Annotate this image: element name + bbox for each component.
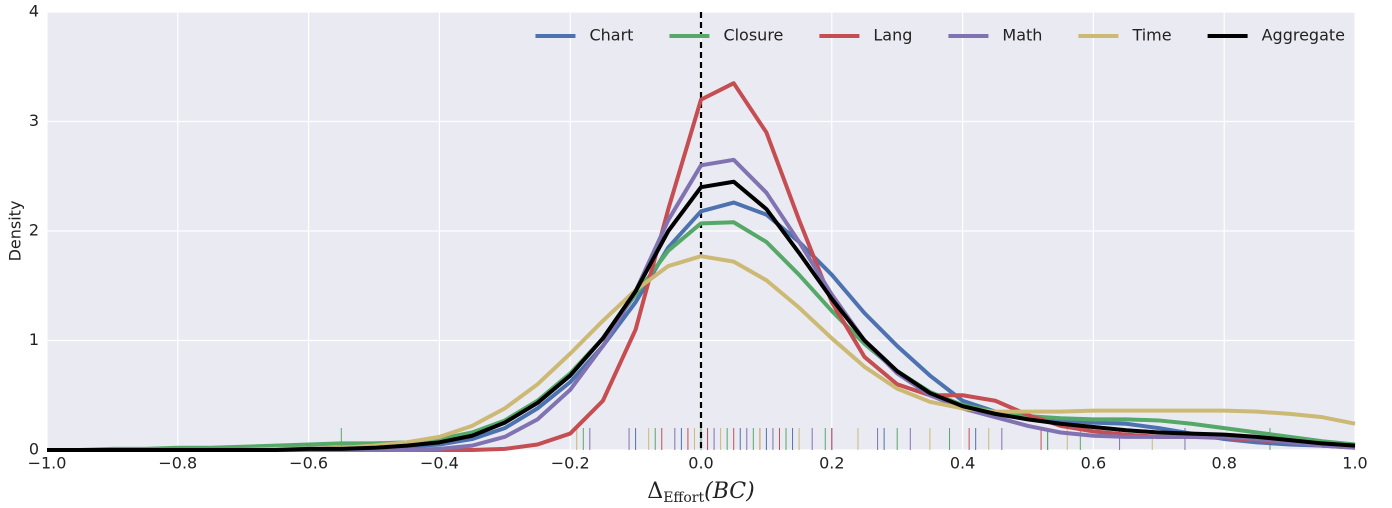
legend-label: Time bbox=[1131, 26, 1171, 45]
series-line bbox=[47, 179, 1356, 452]
grid bbox=[46, 11, 1356, 451]
x-tick-label: 0.8 bbox=[1211, 454, 1236, 473]
x-tick-label: −0.2 bbox=[551, 454, 590, 473]
legend: Chart Closure Lang Math Time Aggregate bbox=[535, 26, 1345, 45]
plot bbox=[47, 12, 1356, 452]
x-tick-label: −0.8 bbox=[158, 454, 197, 473]
legend-label: Lang bbox=[873, 26, 912, 45]
legend-label: Chart bbox=[589, 26, 633, 45]
y-tick-label: 2 bbox=[29, 221, 39, 240]
x-tick-label: −0.6 bbox=[289, 454, 328, 473]
y-tick-label: 1 bbox=[29, 330, 39, 349]
x-tick-label: 0.0 bbox=[688, 454, 713, 473]
x-axis-label: ΔEffort(BC) bbox=[647, 479, 754, 506]
x-tick-label: 0.6 bbox=[1081, 454, 1106, 473]
y-tick-label: 0 bbox=[29, 440, 39, 459]
series-line bbox=[47, 220, 1356, 452]
x-tick-label: 0.2 bbox=[819, 454, 844, 473]
x-label-rest: (BC) bbox=[704, 479, 755, 504]
x-tick-label: −0.4 bbox=[420, 454, 459, 473]
x-tick-label: 0.4 bbox=[950, 454, 975, 473]
x-label-symbol: Δ bbox=[647, 479, 663, 504]
x-tick-label: −1.0 bbox=[28, 454, 67, 473]
y-tick-label: 3 bbox=[29, 111, 39, 130]
legend-label: Closure bbox=[723, 26, 783, 45]
legend-label: Math bbox=[1002, 26, 1042, 45]
y-tick-label: 4 bbox=[29, 2, 39, 21]
x-label-subscript: Effort bbox=[663, 490, 704, 506]
x-tick-label: 1.0 bbox=[1342, 454, 1367, 473]
legend-label: Aggregate bbox=[1262, 26, 1345, 45]
y-axis-label: Density bbox=[6, 201, 25, 262]
